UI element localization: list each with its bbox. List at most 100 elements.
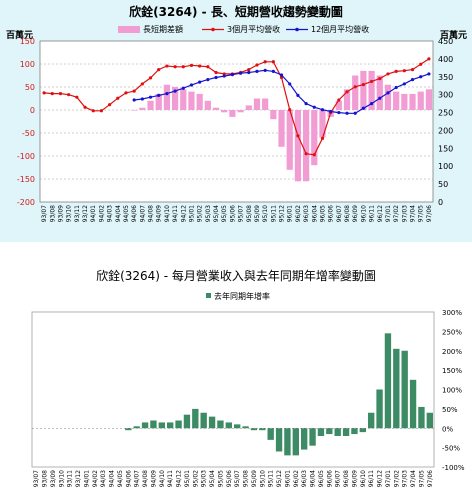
- diff-bar: [368, 70, 375, 110]
- x-tick-label: 95/04: [209, 470, 216, 487]
- x-tick-label: 95/05: [221, 205, 228, 222]
- legend-label-12m: 12個月平均營收: [311, 24, 369, 34]
- trend-chart-svg: 150 100 50 0 -50 -100 -150 -200 450 400 350 300 250…: [17, 24, 453, 222]
- yoy-bar: [376, 389, 383, 429]
- left-tick-label: -200: [17, 198, 35, 207]
- line-point: [222, 74, 226, 78]
- x-tick-label: 97/05: [418, 470, 425, 487]
- yoy-bar: [401, 350, 408, 429]
- x-tick-label: 96/07: [336, 205, 343, 222]
- x-tick-label: 93/11: [67, 470, 74, 487]
- line-point: [198, 80, 202, 84]
- line-point: [271, 60, 275, 64]
- diff-bar: [245, 105, 252, 110]
- diff-bar: [270, 110, 277, 120]
- line-point: [410, 78, 415, 82]
- x-tick-label: 96/11: [368, 470, 375, 487]
- line-point: [345, 90, 349, 94]
- x-tick-label: 96/09: [352, 205, 359, 222]
- x-tick-label: 95/10: [262, 205, 269, 222]
- x-tick-label: 96/05: [318, 470, 325, 487]
- yoy-bar: [183, 414, 191, 429]
- line-point: [132, 98, 136, 102]
- trend-chart-panel: 欣銓(3264) - 長、短期營收趨勢變動圖 百萬元 百萬元 150 100 50 0…: [0, 0, 472, 242]
- line-point: [140, 82, 144, 86]
- line-point: [304, 152, 308, 156]
- x-tick-label: 94/06: [131, 205, 138, 222]
- yoy-bar: [242, 426, 249, 429]
- legend-label-yoy: 去年同期年增率: [214, 291, 270, 301]
- line-point: [83, 105, 87, 109]
- line-point: [58, 91, 63, 96]
- yoy-bar: [175, 420, 182, 429]
- x-tick-label: 96/05: [319, 205, 326, 222]
- right-tick-label: 150: [438, 144, 453, 153]
- x-tick-label: 94/08: [148, 205, 155, 222]
- line-point: [378, 76, 382, 81]
- diff-bar: [393, 91, 400, 110]
- x-tick-label: 95/08: [246, 205, 253, 222]
- line-point: [427, 72, 431, 76]
- line-point: [288, 82, 292, 86]
- diff-bar: [155, 93, 162, 110]
- x-tick-label: 96/03: [301, 470, 308, 487]
- left-tick-label: -150: [17, 175, 35, 184]
- yoy-bar: [208, 416, 216, 429]
- x-tick-label: 93/07: [33, 470, 40, 487]
- yoy-bar: [284, 428, 291, 456]
- line-point: [419, 62, 423, 66]
- line-point: [255, 69, 259, 74]
- line-point: [394, 69, 398, 74]
- x-tick-label: 94/07: [139, 205, 146, 222]
- line-point: [140, 97, 144, 101]
- x-tick-label: 96/06: [326, 470, 333, 487]
- yoy-bar: [250, 428, 258, 431]
- line-point: [206, 65, 210, 69]
- x-tick-label: 96/11: [369, 205, 376, 222]
- x-tick-label: 95/09: [251, 470, 258, 487]
- yoy-bar: [368, 412, 375, 429]
- line-point: [165, 91, 169, 96]
- right-tick-label: 200: [438, 126, 453, 135]
- line-point: [386, 91, 390, 95]
- yoy-plot-area: [31, 311, 435, 468]
- right-tick-label: 250%: [442, 328, 462, 336]
- yoy-bar: [393, 348, 400, 429]
- line-point: [148, 95, 153, 99]
- right-tick-label: 300%: [442, 309, 462, 317]
- line-point: [50, 91, 54, 96]
- x-tick-label: 96/10: [360, 205, 367, 222]
- x-tick-label: 95/12: [276, 470, 283, 487]
- legend-swatch-yoy: [206, 293, 211, 298]
- x-tick-label: 97/02: [393, 470, 400, 487]
- x-tick-label: 93/08: [49, 205, 56, 222]
- right-tick-label: 0: [438, 198, 443, 207]
- line-point: [67, 93, 71, 97]
- x-tick-label: 94/04: [109, 470, 116, 487]
- left-axis-unit: 百萬元: [6, 31, 34, 41]
- line-point: [337, 98, 341, 102]
- x-tick-label: 95/07: [238, 205, 245, 222]
- x-tick-label: 96/03: [303, 205, 310, 222]
- line-point: [271, 69, 275, 74]
- legend-marker-12m: [295, 27, 299, 32]
- line-point: [42, 91, 46, 95]
- diff-bar: [425, 89, 433, 110]
- diff-bar: [212, 107, 220, 110]
- line-point: [353, 85, 357, 89]
- diff-bar: [204, 100, 211, 110]
- line-point: [255, 63, 259, 67]
- right-tick-label: 450: [438, 37, 453, 46]
- diff-bar: [147, 100, 154, 110]
- yoy-bar: [234, 424, 241, 429]
- trend-plot-area: [39, 40, 434, 203]
- line-point: [288, 108, 292, 112]
- right-tick-label: 250: [438, 109, 453, 118]
- x-tick-label: 93/12: [75, 470, 82, 487]
- yoy-bar: [217, 420, 224, 429]
- yoy-bar: [426, 412, 433, 429]
- yoy-legend: 去年同期年增率: [206, 291, 270, 301]
- yoy-chart-panel: 欣銓(3264) - 每月營業收入與去年同期年增率變動圖 300% 250% 200…: [0, 258, 472, 500]
- x-tick-label: 94/08: [142, 470, 149, 487]
- x-tick-label: 94/04: [115, 205, 122, 222]
